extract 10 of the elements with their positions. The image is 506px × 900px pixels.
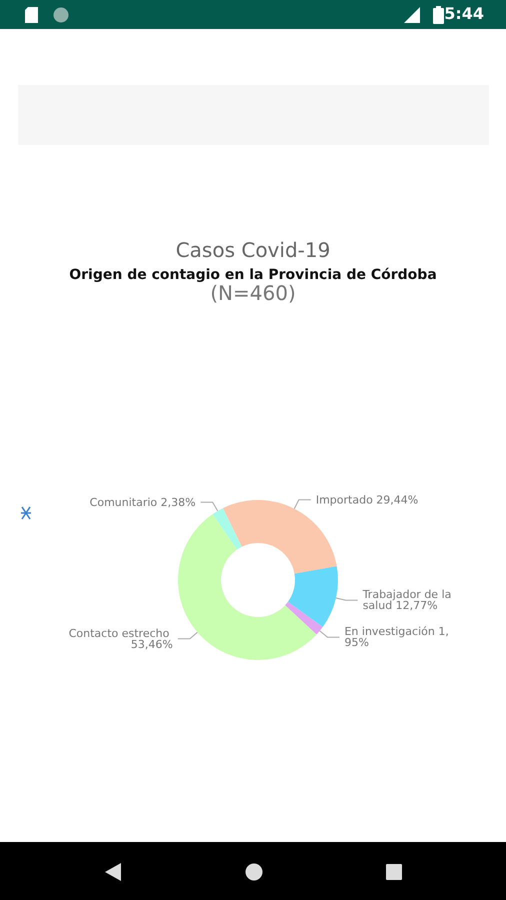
slice-label: En investigación 1,95% [344, 625, 449, 650]
slice-label: Contacto estrecho [68, 626, 173, 640]
chart-subtitle: Origen de contagio en la Provincia de Córdoba [69, 267, 437, 283]
text: 5:44 [444, 4, 484, 23]
slice-label: Importado 29,44% [316, 493, 418, 506]
slice-label: Comunitario 2,38% [90, 496, 196, 509]
slice-label: Trabajador de la salud 12,77% [362, 588, 455, 612]
chart-title: Casos Covid-19 [176, 238, 330, 262]
text: (N=460) [210, 281, 296, 305]
data-label: 53,46% [130, 638, 173, 651]
